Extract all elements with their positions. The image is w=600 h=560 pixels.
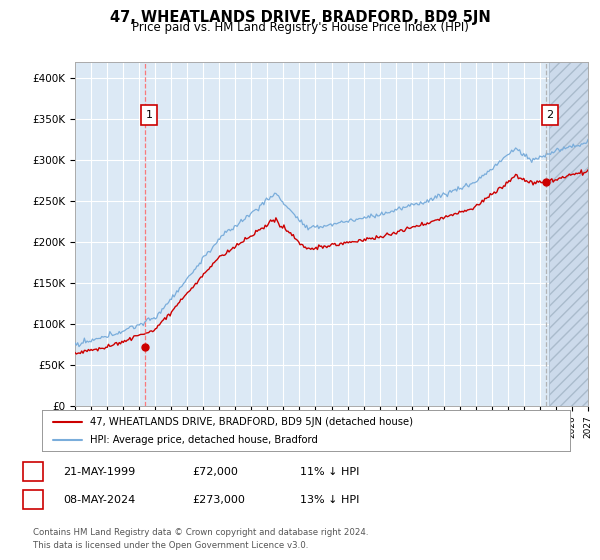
Text: 11% ↓ HPI: 11% ↓ HPI [300, 466, 359, 477]
Text: £72,000: £72,000 [192, 466, 238, 477]
Text: 08-MAY-2024: 08-MAY-2024 [63, 494, 135, 505]
Text: 1: 1 [146, 110, 153, 120]
Text: 1: 1 [29, 466, 37, 477]
Text: 2: 2 [547, 110, 554, 120]
Text: HPI: Average price, detached house, Bradford: HPI: Average price, detached house, Brad… [89, 435, 317, 445]
Text: 21-MAY-1999: 21-MAY-1999 [63, 466, 135, 477]
Text: 47, WHEATLANDS DRIVE, BRADFORD, BD9 5JN: 47, WHEATLANDS DRIVE, BRADFORD, BD9 5JN [110, 10, 490, 25]
FancyBboxPatch shape [542, 105, 558, 125]
Text: Contains HM Land Registry data © Crown copyright and database right 2024.
This d: Contains HM Land Registry data © Crown c… [33, 528, 368, 550]
Text: 47, WHEATLANDS DRIVE, BRADFORD, BD9 5JN (detached house): 47, WHEATLANDS DRIVE, BRADFORD, BD9 5JN … [89, 417, 413, 427]
FancyBboxPatch shape [141, 105, 157, 125]
Text: 2: 2 [29, 494, 37, 505]
Text: 13% ↓ HPI: 13% ↓ HPI [300, 494, 359, 505]
Text: £273,000: £273,000 [192, 494, 245, 505]
Text: Price paid vs. HM Land Registry's House Price Index (HPI): Price paid vs. HM Land Registry's House … [131, 21, 469, 34]
